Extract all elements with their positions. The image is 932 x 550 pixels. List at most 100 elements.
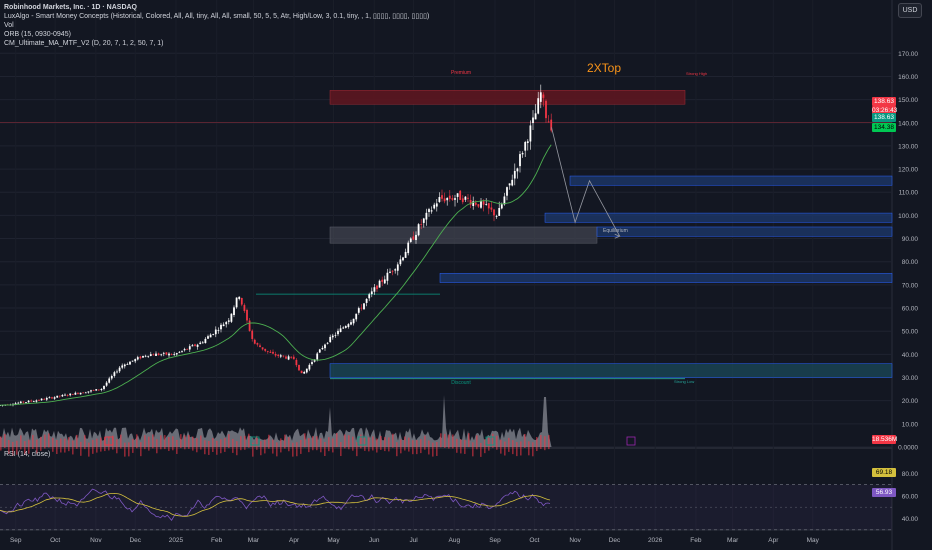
symbol-title[interactable]: Robinhood Markets, Inc. · 1D · NASDAQ xyxy=(4,4,138,11)
candle-body xyxy=(116,371,118,373)
candle-body xyxy=(506,187,508,196)
candle-body xyxy=(17,402,20,404)
candle-body xyxy=(196,344,199,347)
candle-body xyxy=(66,395,69,397)
candle-body xyxy=(194,344,196,346)
candle-body xyxy=(381,279,384,282)
earnings-marker xyxy=(250,436,260,446)
candle-body xyxy=(144,355,147,357)
volume-bar xyxy=(228,434,230,449)
annotation-labels: 2XTop Premium Equilibrium Discount Strong Hi… xyxy=(451,61,707,386)
candle-body xyxy=(152,354,155,356)
candle-body xyxy=(378,280,381,288)
volume-bar xyxy=(268,434,270,449)
candle-body xyxy=(295,359,298,366)
candle-body xyxy=(123,364,126,367)
volume-bar xyxy=(168,436,170,451)
volume-bar xyxy=(264,439,266,454)
candle-body xyxy=(105,382,108,386)
axis-labels: 170.00 160.00 150.00 140.00 130.00 120.00 110.… xyxy=(10,51,918,544)
zone-discount xyxy=(329,363,893,378)
volume-bar xyxy=(164,435,166,450)
volume-bar xyxy=(248,433,250,448)
volume-bar xyxy=(184,435,186,450)
volume-bar xyxy=(72,440,74,455)
candle-body xyxy=(103,385,105,389)
indicator-orb[interactable]: ORB (15, 0930-0945) xyxy=(4,31,71,38)
candle-body xyxy=(459,190,462,200)
volume-bar xyxy=(204,440,206,455)
candle-body xyxy=(233,307,235,316)
candle-body xyxy=(243,305,246,311)
volume-bar xyxy=(316,436,318,451)
volume-bar xyxy=(496,435,498,450)
candle-body xyxy=(43,398,46,400)
candle-body xyxy=(238,296,241,299)
candle-body xyxy=(311,362,313,365)
candle-body xyxy=(118,367,121,372)
candle-body xyxy=(256,343,259,345)
volume-bar xyxy=(0,436,2,451)
label-discount: Discount xyxy=(451,380,471,386)
candlesticks[interactable] xyxy=(0,84,553,407)
price-tick-label: 150.00 xyxy=(898,97,918,104)
volume-bar xyxy=(364,436,366,451)
volume-bar xyxy=(548,435,550,450)
candle-body xyxy=(227,320,230,322)
candle-body xyxy=(342,327,345,329)
volume-bar xyxy=(200,435,202,450)
volume-bar xyxy=(456,438,458,453)
volume-bar xyxy=(12,441,14,456)
candle-body xyxy=(513,170,516,179)
volume-bar xyxy=(240,436,242,451)
candle-body xyxy=(287,356,290,360)
candle-body xyxy=(61,395,64,397)
volume-bar xyxy=(476,435,478,450)
candle-body xyxy=(282,355,285,357)
volume-bar xyxy=(440,433,442,448)
candle-body xyxy=(493,209,495,216)
candle-body xyxy=(526,141,529,144)
rsi-pane[interactable] xyxy=(0,484,892,531)
volume-bar xyxy=(312,436,314,451)
candle-body xyxy=(266,350,269,352)
candle-body xyxy=(259,345,261,348)
candle-body xyxy=(441,195,443,199)
candle-body xyxy=(498,207,501,216)
candle-body xyxy=(274,354,277,356)
candle-body xyxy=(339,328,342,332)
candle-body xyxy=(448,195,451,199)
rsi-title[interactable]: RSI (14, close) xyxy=(4,451,51,458)
candle-body xyxy=(157,353,160,356)
candle-body xyxy=(214,329,217,335)
currency-button[interactable]: USD xyxy=(898,3,922,18)
candle-body xyxy=(64,394,66,396)
volume-bar xyxy=(388,437,390,452)
candle-body xyxy=(199,342,202,345)
indicator-smc[interactable]: LuxAlgo - Smart Money Concepts (Historic… xyxy=(4,13,430,20)
candle-body xyxy=(368,294,371,299)
candle-body xyxy=(269,351,272,353)
candle-body xyxy=(308,364,311,370)
volume-bar xyxy=(272,439,274,454)
candle-body xyxy=(170,354,173,355)
volume-bar xyxy=(76,434,78,449)
volume-bar xyxy=(304,433,306,448)
volume-bar xyxy=(24,441,26,456)
candle-body xyxy=(519,154,521,167)
candle-body xyxy=(14,403,17,405)
volume-bar xyxy=(480,442,482,457)
indicator-ma[interactable]: CM_Ultimate_MA_MTF_V2 (D, 20, 7, 1, 2, 5… xyxy=(4,40,164,47)
time-tick-label: Mar xyxy=(727,537,739,544)
candle-body xyxy=(139,356,142,359)
candle-body xyxy=(290,356,293,358)
close-price-tag: 138.63 xyxy=(872,113,896,122)
countdown-tag: 03:26:43 xyxy=(872,106,898,115)
indicator-vol[interactable]: Vol xyxy=(4,22,14,29)
candle-body xyxy=(547,121,550,123)
time-tick-label: Apr xyxy=(768,537,779,544)
volume-bar xyxy=(396,442,398,457)
volume-bar xyxy=(280,438,282,453)
candle-body xyxy=(113,372,116,376)
